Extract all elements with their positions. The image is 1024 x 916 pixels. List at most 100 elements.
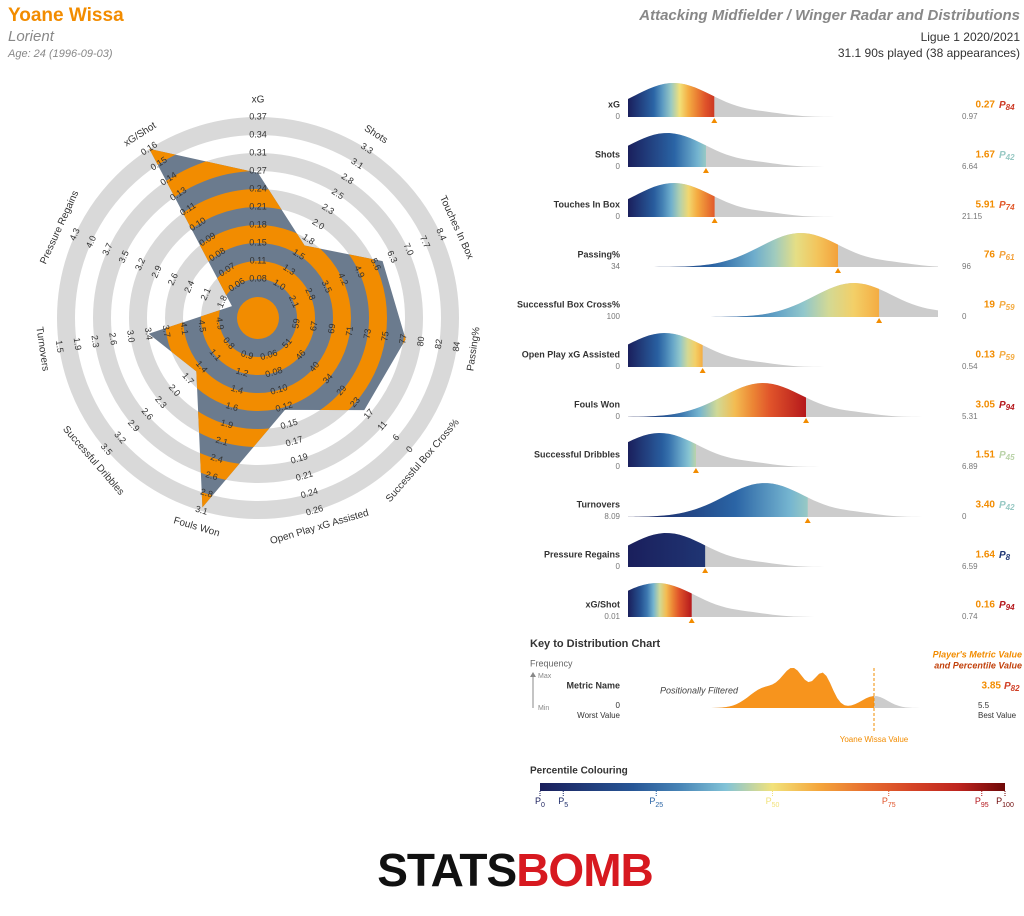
age: Age: 24 (1996-09-03)	[7, 48, 113, 60]
worst-value: 34	[611, 262, 620, 271]
tick-label: 0.37	[249, 111, 267, 121]
metric-name: Touches In Box	[554, 199, 620, 209]
tick-label: 3.7	[161, 324, 173, 338]
key-title: Key to Distribution Chart	[530, 638, 661, 650]
title: Attacking Midfielder / Winger Radar and …	[638, 7, 1020, 24]
density-player	[628, 83, 715, 117]
tick-label: 5.6	[369, 256, 383, 272]
tick-label: 0.08	[264, 365, 284, 380]
metric-name: Passing%	[577, 249, 620, 259]
value-marker	[692, 468, 699, 473]
tick-label: 75	[379, 331, 390, 342]
tick-label: 3.1	[194, 504, 209, 517]
metric-name: Open Play xG Assisted	[522, 349, 620, 359]
percentile-number: 84	[1006, 103, 1015, 112]
percentile-number: 0	[541, 802, 545, 809]
tick-label: 3.5	[320, 279, 334, 295]
percentile-number: 75	[888, 802, 896, 809]
percentile-label: P42	[999, 150, 1015, 162]
tick-label: 0.21	[249, 201, 267, 211]
density-player	[628, 533, 706, 567]
tick-label: 4.9	[352, 264, 366, 280]
key-metric-name: Metric Name	[566, 680, 620, 690]
tick-label: 2.6	[107, 332, 119, 346]
value-marker	[699, 368, 706, 373]
best-value: 6.59	[962, 562, 978, 571]
colour-tick-label: P5	[558, 796, 568, 808]
percentile-letter: P	[999, 500, 1006, 511]
worst-value: 0	[616, 212, 621, 221]
percentile-label: P59	[999, 350, 1015, 362]
key-max: Max	[538, 673, 552, 680]
value-label: 1.64	[976, 550, 996, 561]
value-label: 0.16	[976, 600, 996, 611]
percentile-number: 45	[1005, 453, 1015, 462]
tick-label: 2.1	[287, 294, 301, 310]
key-value-note: Yoane Wissa Value	[840, 735, 909, 744]
tick-label: 34	[321, 371, 335, 385]
colouring-title: Percentile Colouring	[530, 766, 628, 777]
worst-value: 8.09	[604, 512, 620, 521]
colour-bar	[540, 783, 1005, 791]
tick-label: 0.06	[259, 348, 279, 363]
percentile-letter: P	[999, 100, 1006, 111]
worst-value: 0	[616, 562, 621, 571]
density-player	[628, 483, 808, 517]
tick-label: 2.8	[303, 286, 317, 302]
percentile-label: P74	[999, 200, 1015, 212]
percentile-number: 94	[1006, 603, 1015, 612]
colour-tick-label: P75	[882, 796, 896, 808]
tick-label: 2.4	[209, 452, 224, 465]
best-value: 0.54	[962, 362, 978, 371]
value-marker	[688, 618, 695, 623]
tick-label: 1.5	[54, 340, 66, 354]
percentile-number: 94	[1006, 403, 1015, 412]
tick-label: 0.10	[269, 382, 289, 397]
percentile-number: 50	[772, 802, 780, 809]
metric-name: Successful Box Cross%	[517, 299, 620, 309]
tick-label: 23	[348, 395, 362, 409]
density-player	[628, 183, 715, 217]
tick-label: 0.24	[300, 486, 320, 501]
percentile-letter: P	[996, 796, 1002, 806]
axis-label: Turnovers	[33, 326, 50, 372]
tick-label: 29	[334, 383, 348, 397]
tick-label: 69	[326, 323, 337, 334]
percentile-label: P84	[999, 100, 1015, 112]
logo-left: STATS	[377, 844, 516, 896]
value-marker	[835, 268, 841, 273]
tick-label: 46	[294, 348, 308, 362]
tick-label: 7.7	[418, 234, 432, 250]
tick-label: 51	[280, 336, 294, 350]
tick-label: 0.26	[305, 503, 325, 518]
ring	[57, 117, 459, 519]
percentile-letter: P	[882, 796, 888, 806]
tick-label: 73	[362, 328, 373, 339]
percentile-number: 100	[1002, 802, 1014, 809]
key-frequency: Frequency	[530, 658, 573, 668]
logo: STATSBOMB	[377, 844, 653, 896]
colour-tick-label: P0	[535, 796, 545, 808]
center	[237, 297, 279, 339]
tick-label: 4.5	[196, 319, 208, 333]
percentile-letter: P	[999, 250, 1006, 261]
percentile-letter: P	[1004, 681, 1011, 692]
tick-label: 40	[307, 360, 321, 374]
value-label: 1.51	[976, 450, 996, 461]
density-player	[628, 233, 838, 267]
best-value: 0.97	[962, 112, 978, 121]
tick-label: 2.1	[214, 435, 229, 448]
tick-label: 17	[362, 407, 376, 421]
tick-label: 7.0	[402, 241, 416, 257]
value-marker	[702, 568, 709, 573]
tick-label: 2.3	[89, 334, 101, 348]
tick-label: 3.4	[143, 327, 155, 341]
tick-label: 2.8	[199, 486, 214, 499]
percentile-number: 42	[1005, 503, 1015, 512]
value-marker	[711, 218, 718, 223]
tick-label: 4.2	[336, 271, 350, 287]
tick-label: 2.1	[198, 286, 212, 302]
tick-label: 4.1	[179, 322, 191, 336]
metric-name: Successful Dribbles	[534, 449, 620, 459]
key-best: 5.5	[978, 701, 990, 710]
